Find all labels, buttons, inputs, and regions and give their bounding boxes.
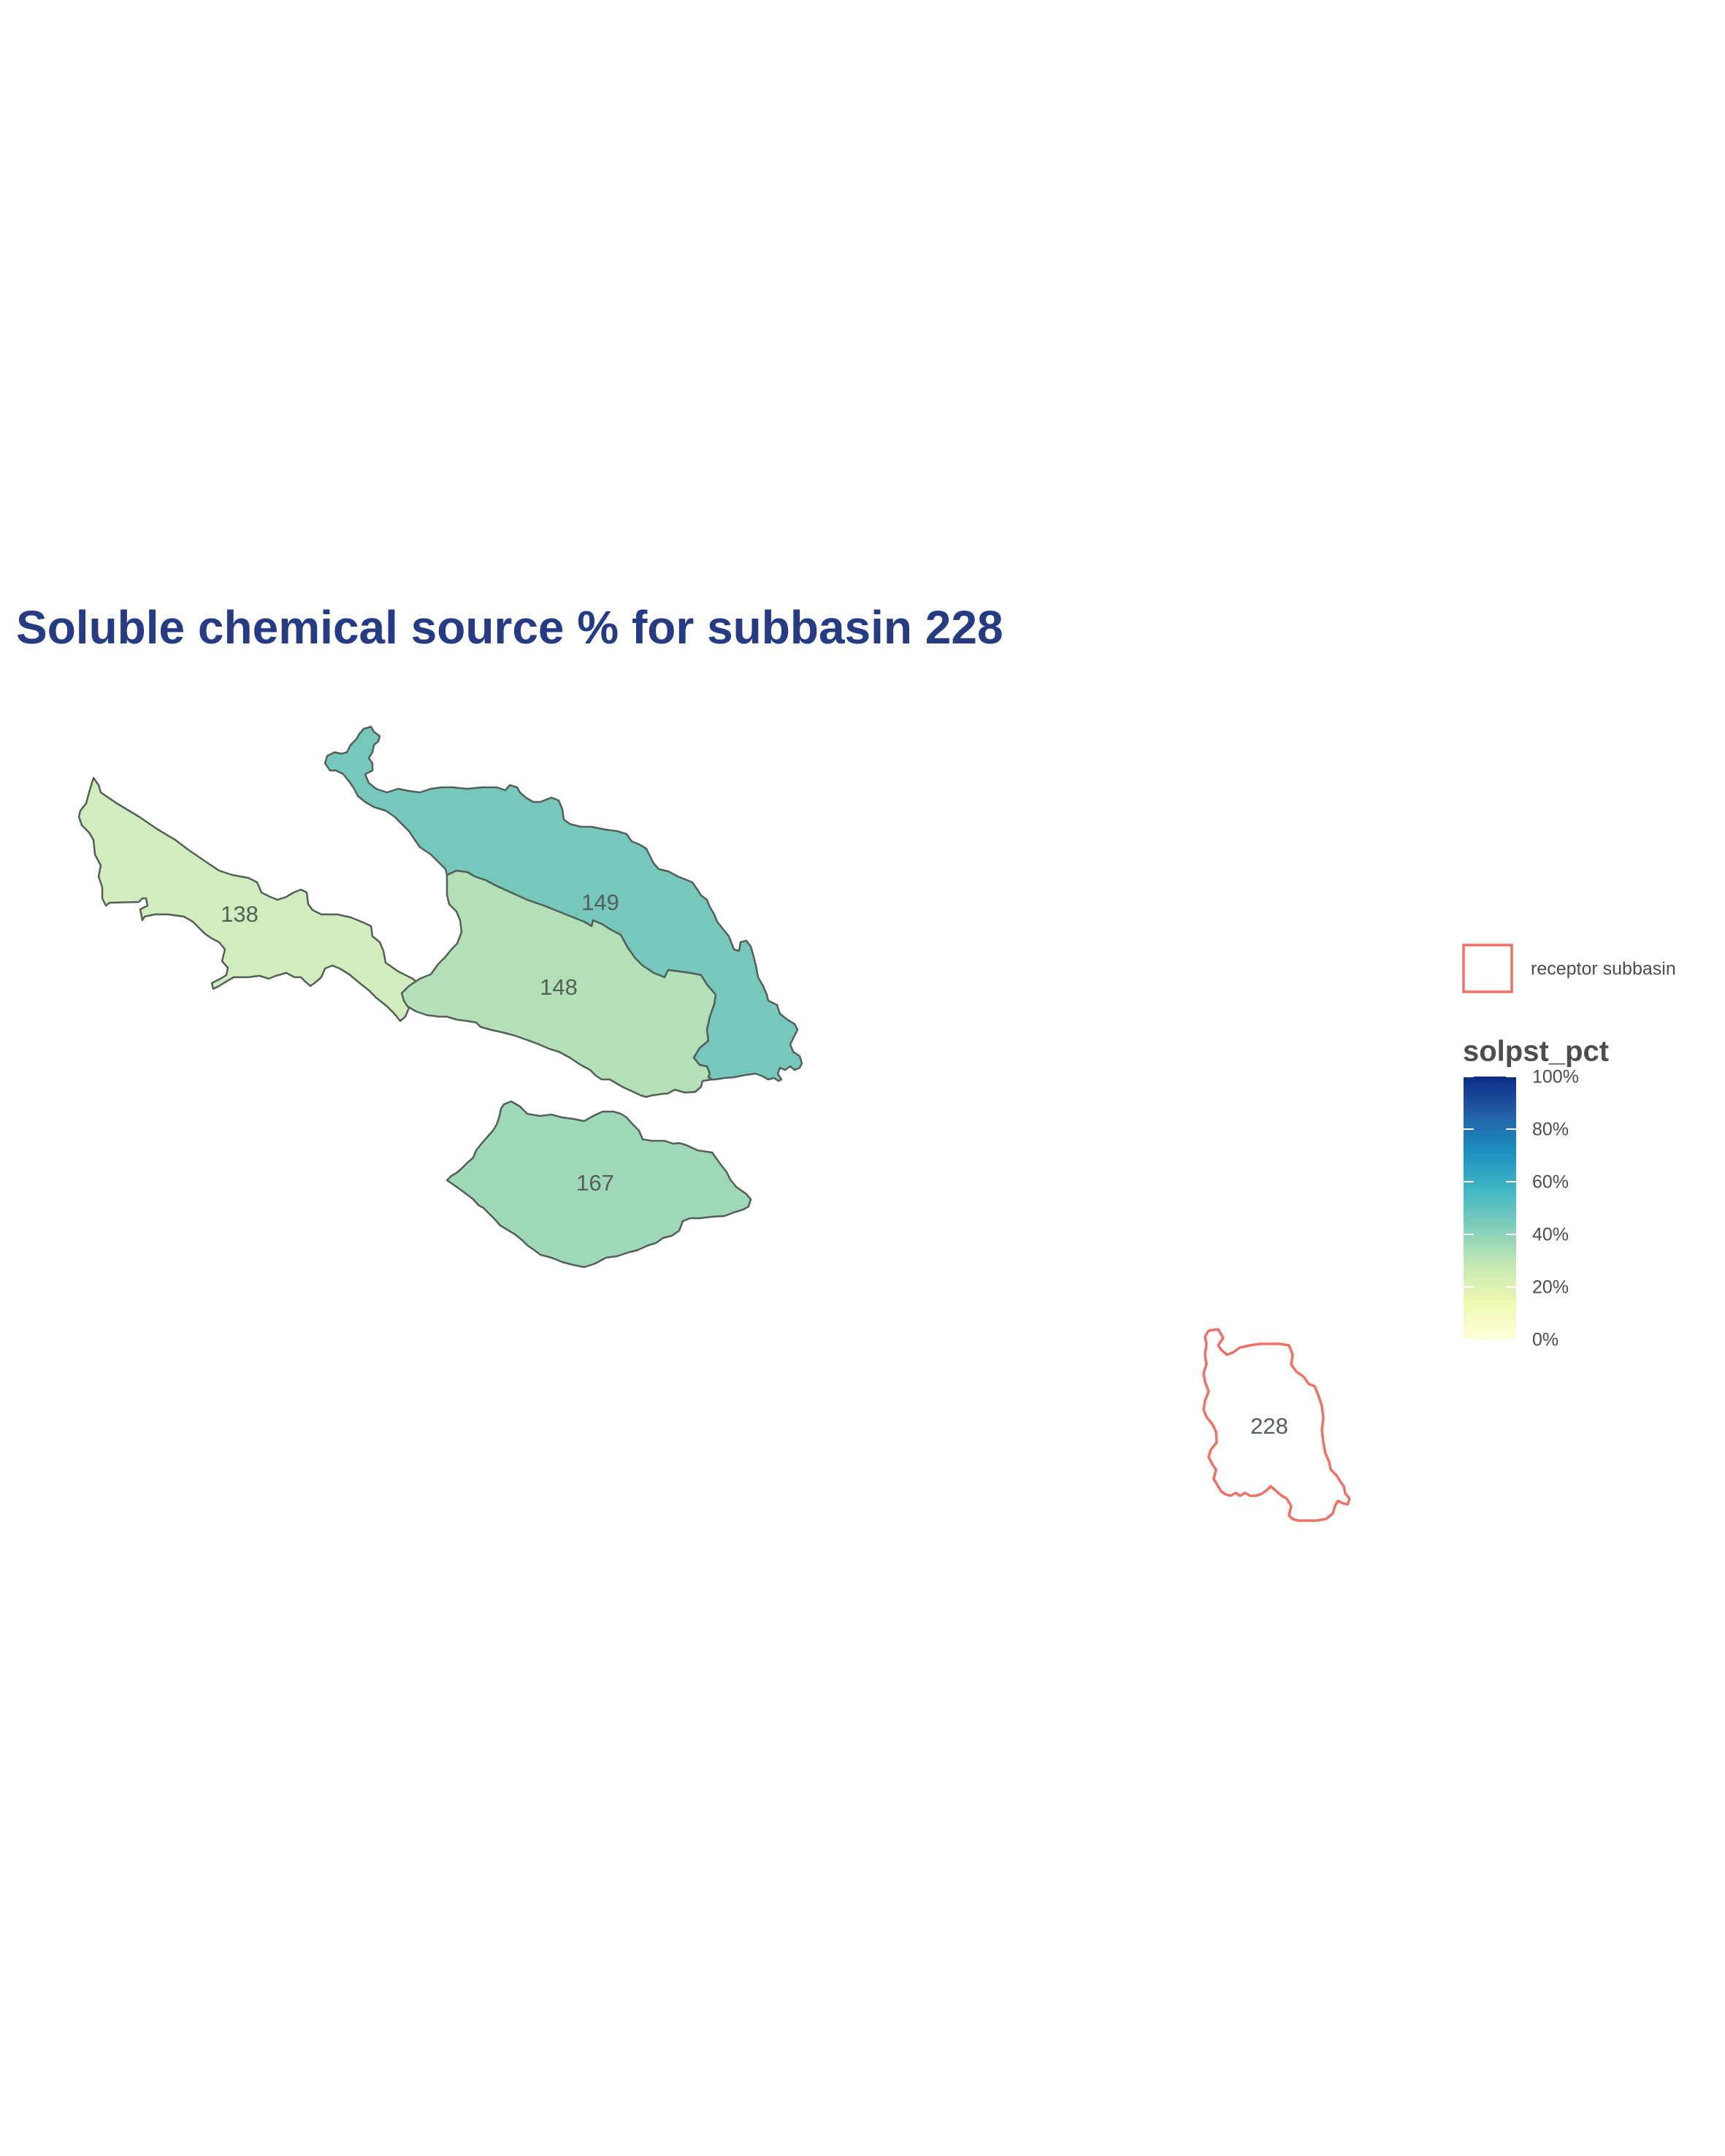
colorbar — [1464, 1077, 1516, 1339]
legend: receptor subbasin solpst_pct 0% 20% 40% … — [1462, 944, 1676, 1350]
colorbar-tick-label-80: 80% — [1532, 1120, 1569, 1140]
subbasin-label-149: 149 — [581, 890, 619, 915]
colorbar-tick-label-40: 40% — [1532, 1225, 1569, 1245]
colorbar-tick-label-0: 0% — [1532, 1330, 1558, 1350]
colorbar-tick-label-20: 20% — [1532, 1277, 1569, 1298]
subbasin-polygons — [77, 725, 803, 1269]
receptor-label-228: 228 — [1250, 1413, 1288, 1439]
colorbar-ticks — [1464, 1076, 1516, 1340]
subbasin-label-148: 148 — [540, 974, 578, 1000]
map-title: Soluble chemical source % for subbasin 2… — [16, 601, 1003, 654]
receptor-legend-label: receptor subbasin — [1531, 959, 1676, 979]
subbasin-138-polygon[interactable] — [77, 776, 441, 1022]
colorbar-tick-labels: 0% 20% 40% 60% 80% 100% — [1532, 1067, 1579, 1350]
subbasin-149-polygon[interactable] — [324, 725, 803, 1082]
subbasin-labels: 138 148 149 167 228 — [221, 890, 1288, 1439]
colorbar-tick-label-100: 100% — [1532, 1067, 1579, 1087]
receptor-subbasin-228-outline[interactable] — [1202, 1328, 1351, 1522]
subbasin-167-polygon[interactable] — [445, 1100, 752, 1269]
subbasin-label-138: 138 — [221, 901, 259, 927]
colorbar-title: solpst_pct — [1463, 1036, 1609, 1068]
subbasin-label-167: 167 — [576, 1170, 614, 1196]
colorbar-tick-label-60: 60% — [1532, 1172, 1569, 1193]
receptor-legend-key — [1462, 944, 1513, 993]
